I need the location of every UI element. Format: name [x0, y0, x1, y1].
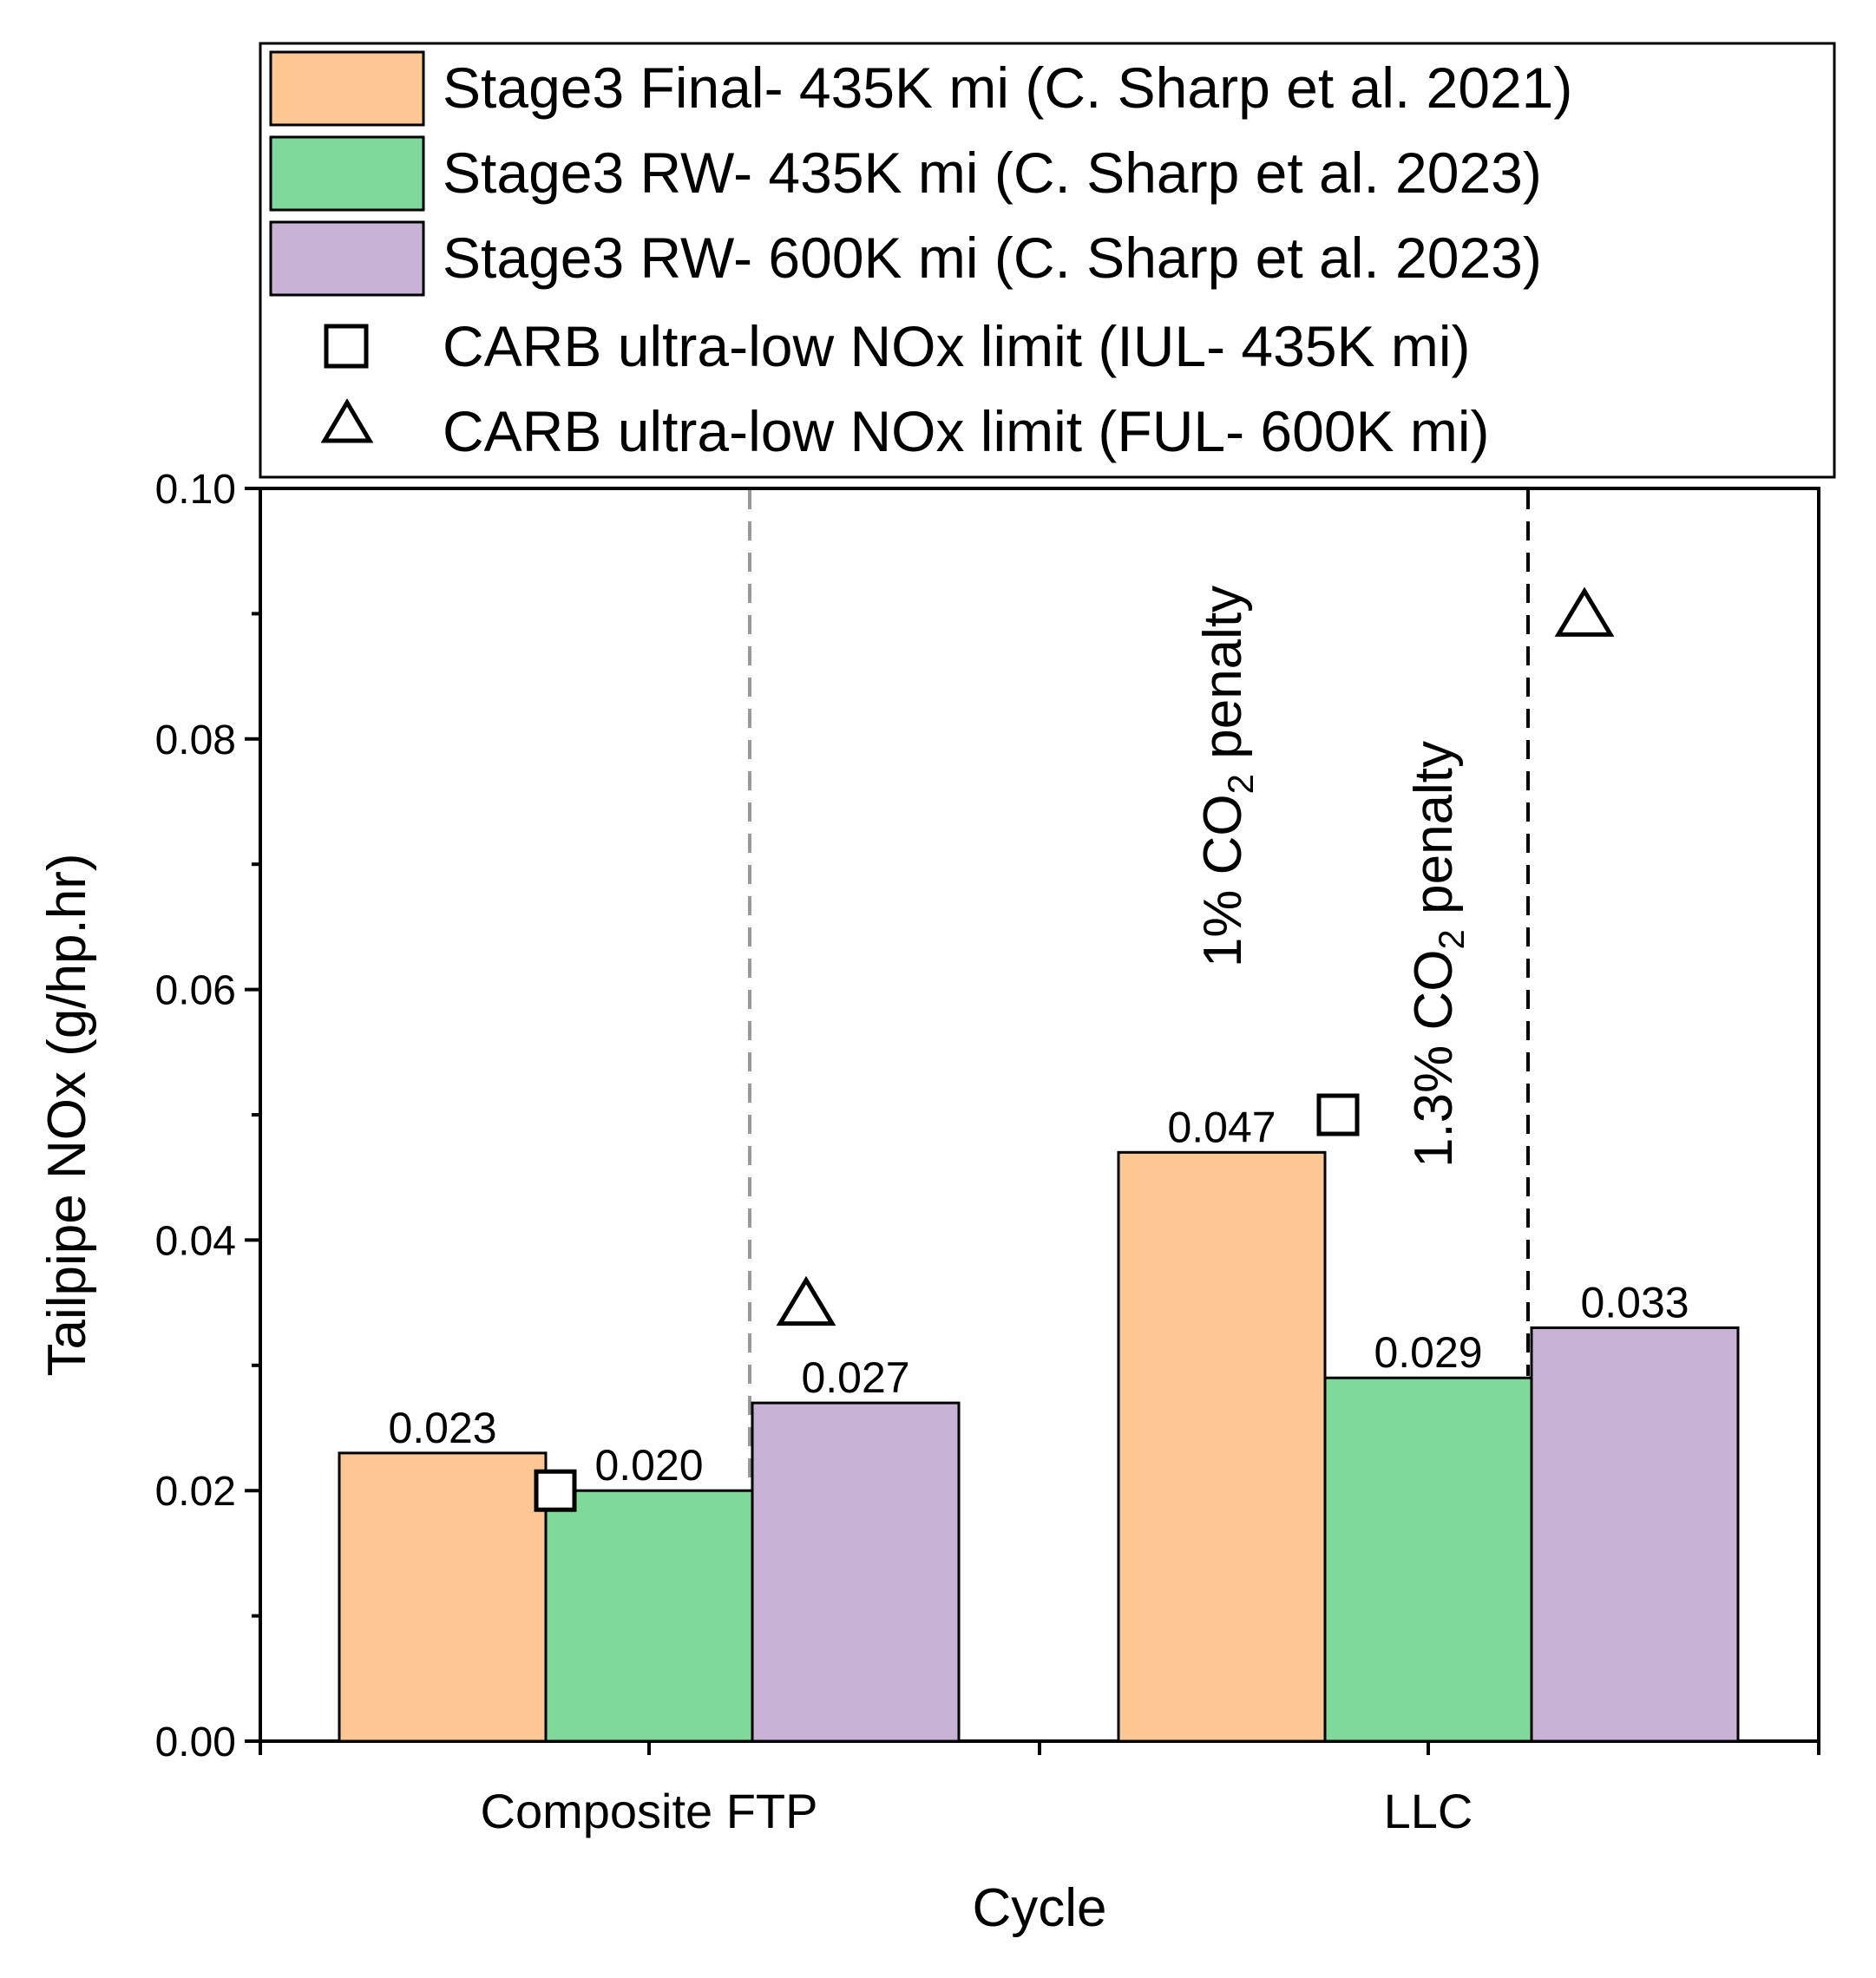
y-tick-label: 0.02 [155, 1469, 236, 1515]
legend-swatch-series-2 [269, 220, 425, 297]
ful-limit-marker [776, 1275, 836, 1326]
bar-value-label: 0.033 [1580, 1278, 1689, 1326]
y-tick-label: 0.06 [155, 968, 236, 1014]
bar-composite-ftp-series-1 [544, 1489, 754, 1743]
x-axis-title: Cycle [972, 1878, 1106, 1938]
annotation-2-suffix: penalty [1404, 741, 1464, 929]
annotation-co2-penalty-1: 1% CO2 penalty [1193, 586, 1261, 967]
bar-value-label: 0.020 [594, 1441, 703, 1490]
bar-composite-ftp-series-2 [751, 1401, 961, 1743]
bar-llc-series-1 [1323, 1376, 1533, 1743]
legend-label-series-2: Stage3 RW- 600K mi (C. Sharp et al. 2023… [443, 226, 1542, 290]
annotation-2-subscript: 2 [1431, 929, 1472, 949]
annotation-1-suffix: penalty [1193, 586, 1253, 774]
annotation-1-prefix: 1% CO [1193, 794, 1253, 967]
legend-label-iul: CARB ultra-low NOx limit (IUL- 435K mi) [443, 314, 1471, 378]
bar-value-label: 0.023 [388, 1404, 496, 1452]
iul-limit-marker [1316, 1093, 1360, 1136]
bar-llc-series-0 [1117, 1150, 1327, 1743]
legend: Stage3 Final- 435K mi (C. Sharp et al. 2… [259, 42, 1836, 479]
annotation-2-prefix: 1.3% CO [1404, 949, 1464, 1168]
iul-limit-marker [534, 1469, 577, 1512]
legend-label-series-0: Stage3 Final- 435K mi (C. Sharp et al. 2… [443, 56, 1572, 120]
ful-limit-marker [1554, 586, 1615, 637]
legend-swatch-series-0 [269, 50, 425, 127]
legend-box [259, 42, 1836, 479]
y-tick-label: 0.04 [155, 1218, 236, 1264]
legend-label-series-1: Stage3 RW- 435K mi (C. Sharp et al. 2023… [443, 141, 1542, 205]
y-axis-title: Tailpipe NOx (g/hp.hr) [37, 853, 97, 1376]
legend-label-ful: CARB ultra-low NOx limit (FUL- 600K mi) [443, 399, 1490, 463]
legend-triangle-marker [320, 398, 374, 443]
bars: 0.023 0.020 0.027 0.047 0.029 0.033 [338, 1103, 1740, 1743]
legend-square-marker [324, 324, 369, 369]
y-tick-label: 0.08 [155, 717, 236, 763]
bar-composite-ftp-series-0 [338, 1451, 548, 1743]
x-category-label: LLC [1384, 1784, 1473, 1838]
annotation-1-subscript: 2 [1220, 774, 1261, 794]
annotation-co2-penalty-2: 1.3% CO2 penalty [1404, 741, 1472, 1168]
bar-value-label: 0.047 [1167, 1103, 1276, 1151]
y-tick-label: 0.00 [155, 1719, 236, 1765]
limit-markers [534, 586, 1615, 1512]
bar-value-label: 0.029 [1374, 1328, 1482, 1377]
bar-value-label: 0.027 [801, 1353, 909, 1402]
bar-llc-series-2 [1530, 1326, 1740, 1743]
legend-swatch-series-1 [269, 135, 425, 212]
y-tick-label: 0.10 [155, 467, 236, 513]
axes: 0.00 0.02 0.04 0.06 0.08 0.10 Composite FTP LLC [155, 467, 1820, 1838]
x-category-label: Composite FTP [481, 1784, 818, 1838]
